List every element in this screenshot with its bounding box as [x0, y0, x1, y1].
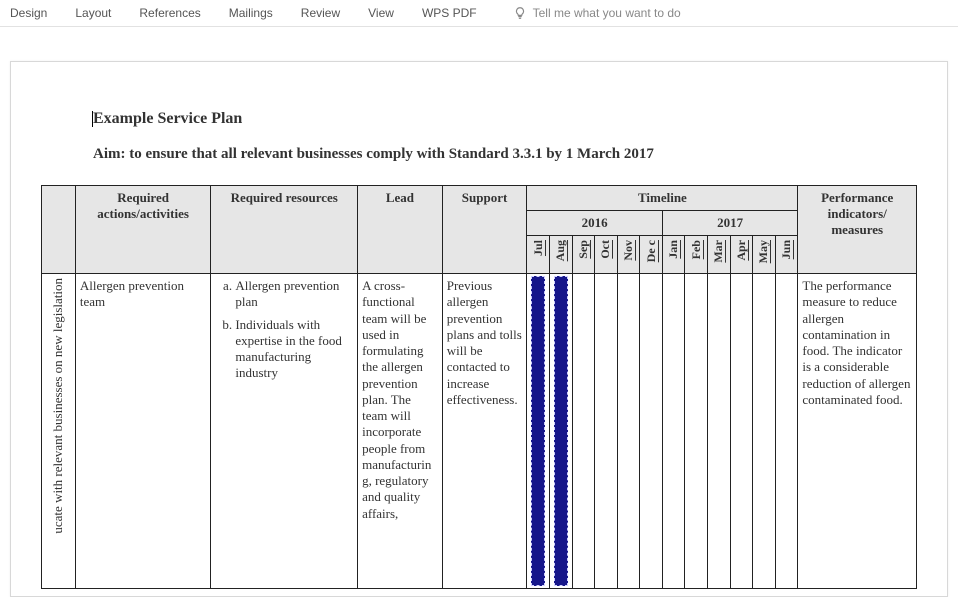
tell-me-placeholder: Tell me what you want to do: [533, 6, 681, 20]
th-actions: Required actions/activities: [75, 186, 210, 274]
th-resources: Required resources: [211, 186, 358, 274]
th-month-feb: Feb: [685, 236, 708, 274]
th-month-jun: Jun: [775, 236, 798, 274]
cell-month-jan: [662, 274, 685, 589]
th-month-oct: Oct: [595, 236, 618, 274]
cell-month-nov: [617, 274, 640, 589]
th-lead: Lead: [358, 186, 443, 274]
document-title-text: Example Service Plan: [93, 110, 242, 127]
th-month-apr: Apr: [730, 236, 753, 274]
cell-month-apr: [730, 274, 753, 589]
cell-month-dec: [640, 274, 663, 589]
resource-item-b: Individuals with expertise in the food m…: [235, 317, 353, 382]
document-title[interactable]: Example Service Plan: [93, 110, 917, 128]
ribbon-tab-layout[interactable]: Layout: [75, 6, 111, 20]
cell-resources[interactable]: Allergen prevention plan Individuals wit…: [211, 274, 358, 589]
th-month-jul: Jul: [527, 236, 550, 274]
tell-me-search[interactable]: Tell me what you want to do: [513, 6, 681, 20]
ribbon-tab-review[interactable]: Review: [301, 6, 340, 20]
cell-month-may: [753, 274, 776, 589]
bulb-icon: [513, 6, 527, 20]
cell-lead[interactable]: A cross-functional team will be used in …: [358, 274, 443, 589]
gantt-bar: [554, 276, 568, 586]
table-row: ucate with relevant businesses on new le…: [42, 274, 917, 589]
th-timeline: Timeline: [527, 186, 798, 211]
th-month-mar: Mar: [708, 236, 731, 274]
th-month-may: May: [753, 236, 776, 274]
th-side-spacer: [42, 186, 76, 274]
cell-month-mar: [708, 274, 731, 589]
cell-actions[interactable]: Allergen prevention team: [75, 274, 210, 589]
document-page[interactable]: Example Service Plan Aim: to ensure that…: [10, 61, 948, 597]
ribbon-tabs-bar: Design Layout References Mailings Review…: [0, 0, 958, 27]
th-year-2017: 2017: [662, 211, 798, 236]
ribbon-tab-references[interactable]: References: [139, 6, 200, 20]
th-month-aug: Aug: [549, 236, 572, 274]
resource-item-a: Allergen prevention plan: [235, 278, 353, 311]
th-month-jan: Jan: [662, 236, 685, 274]
cell-month-jul: [527, 274, 550, 589]
ribbon-tab-view[interactable]: View: [368, 6, 394, 20]
page-container: Example Service Plan Aim: to ensure that…: [0, 27, 958, 597]
cell-indicators[interactable]: The performance measure to reduce allerg…: [798, 274, 917, 589]
cell-month-feb: [685, 274, 708, 589]
cell-month-jun: [775, 274, 798, 589]
th-month-sep: Sep: [572, 236, 595, 274]
cell-month-aug: [549, 274, 572, 589]
th-indicators: Performance indicators/ measures: [798, 186, 917, 274]
th-year-2016: 2016: [527, 211, 662, 236]
th-month-nov: Nov: [617, 236, 640, 274]
cell-month-sep: [572, 274, 595, 589]
cell-side-label: ucate with relevant businesses on new le…: [42, 274, 76, 589]
th-support: Support: [442, 186, 527, 274]
ribbon-tab-design[interactable]: Design: [10, 6, 47, 20]
service-plan-table: Required actions/activities Required res…: [41, 185, 917, 589]
cell-month-oct: [595, 274, 618, 589]
gantt-bar: [531, 276, 545, 586]
document-aim[interactable]: Aim: to ensure that all relevant busines…: [93, 146, 917, 163]
cell-support[interactable]: Previous allergen prevention plans and t…: [442, 274, 527, 589]
th-month-dec: De c: [640, 236, 663, 274]
ribbon-tab-wps-pdf[interactable]: WPS PDF: [422, 6, 477, 20]
ribbon-tab-mailings[interactable]: Mailings: [229, 6, 273, 20]
text-cursor: [92, 111, 93, 127]
